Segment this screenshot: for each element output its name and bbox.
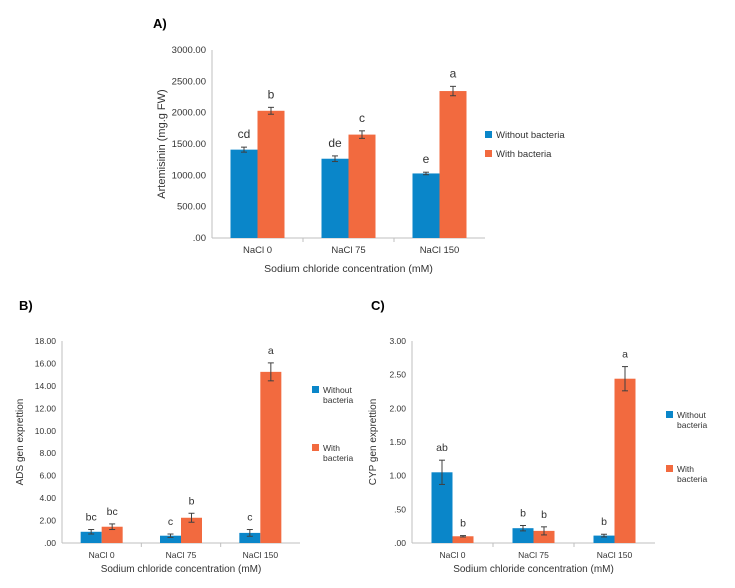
y-tick-label: 2.50	[389, 370, 406, 380]
significance-label: de	[328, 136, 342, 150]
significance-label: a	[450, 66, 457, 80]
significance-label: a	[622, 349, 628, 361]
significance-label: b	[460, 518, 466, 530]
x-axis-title: Sodium chloride concentration (mM)	[101, 564, 262, 575]
y-tick-label: 2000.00	[172, 108, 206, 119]
panel-label: B)	[19, 298, 33, 313]
x-tick-label: NaCl 150	[420, 245, 460, 256]
x-axis-title: Sodium chloride concentration (mM)	[264, 263, 433, 275]
y-tick-label: .00	[394, 538, 406, 548]
y-tick-label: 14.00	[35, 381, 57, 391]
y-tick-label: 10.00	[35, 426, 57, 436]
x-tick-label: NaCl 75	[518, 550, 549, 560]
legend-label: Without bacteria	[323, 385, 354, 405]
x-tick-label: NaCl 0	[440, 550, 466, 560]
x-tick-label: NaCl 0	[243, 245, 272, 256]
x-tick-label: NaCl 75	[166, 550, 197, 560]
bar	[260, 371, 282, 543]
y-tick-label: 3000.00	[172, 45, 206, 56]
y-tick-label: 2.00	[39, 516, 56, 526]
significance-label: a	[268, 345, 274, 357]
bar	[533, 530, 555, 543]
legend-label: Without bacteria	[677, 410, 708, 430]
y-tick-label: 3.00	[389, 336, 406, 346]
y-tick-label: 1000.00	[172, 170, 206, 181]
bar	[101, 526, 123, 543]
significance-label: bc	[107, 506, 118, 518]
panel-label: C)	[371, 298, 385, 313]
legend-swatch	[312, 386, 319, 393]
y-tick-label: 2.00	[389, 403, 406, 413]
significance-label: ab	[436, 442, 448, 454]
bar	[512, 528, 534, 543]
y-tick-label: 1500.00	[172, 139, 206, 150]
bar	[80, 531, 102, 543]
significance-label: b	[541, 509, 547, 521]
y-tick-label: 18.00	[35, 336, 57, 346]
y-tick-label: .00	[44, 538, 56, 548]
significance-label: c	[168, 516, 173, 528]
legend-swatch	[666, 411, 673, 418]
significance-label: b	[268, 87, 275, 101]
y-tick-label: 6.00	[39, 471, 56, 481]
bar	[593, 535, 615, 543]
bar	[348, 134, 376, 238]
y-tick-label: .00	[193, 233, 206, 244]
bar	[257, 110, 285, 238]
y-tick-label: 1.50	[389, 437, 406, 447]
bar	[239, 532, 261, 543]
significance-label: bc	[86, 512, 97, 524]
legend-label: With bacteria	[496, 149, 552, 160]
legend-label: Without bacteria	[496, 130, 565, 141]
x-tick-label: NaCl 0	[89, 550, 115, 560]
y-tick-label: 2500.00	[172, 76, 206, 87]
significance-label: b	[601, 516, 607, 528]
bar	[412, 173, 440, 238]
x-axis-title: Sodium chloride concentration (mM)	[453, 564, 614, 575]
significance-label: b	[520, 507, 526, 519]
chart-panel-0: A) .00 500.00 1000.00 1500.00 2000.00 2500.00 3…	[153, 16, 565, 275]
significance-label: c	[247, 512, 252, 524]
y-axis-title: ADS gen exprettion	[15, 399, 26, 486]
bar	[321, 158, 349, 238]
y-tick-label: 4.00	[39, 493, 56, 503]
y-tick-label: 16.00	[35, 358, 57, 368]
legend-label: With bacteria	[323, 443, 354, 463]
y-tick-label: 8.00	[39, 448, 56, 458]
panel-label: A)	[153, 16, 167, 31]
y-axis-title: Artemisinin (mg.g FW)	[156, 89, 168, 198]
significance-label: c	[359, 111, 365, 125]
legend-swatch	[485, 131, 492, 138]
chart-panel-1: B) .00 2.00 4.00 6.00 8.00 10.00 12.00 14.00 16.0…	[15, 298, 354, 575]
bar	[181, 517, 202, 543]
significance-label: e	[423, 152, 430, 166]
x-tick-label: NaCl 75	[331, 245, 365, 256]
x-tick-label: NaCl 150	[597, 550, 633, 560]
x-tick-label: NaCl 150	[243, 550, 279, 560]
significance-label: b	[189, 495, 195, 507]
legend-swatch	[666, 465, 673, 472]
bar	[230, 149, 258, 238]
legend-swatch	[485, 150, 492, 157]
bar	[614, 378, 636, 543]
legend-label: With bacteria	[677, 464, 708, 484]
bar	[160, 535, 181, 543]
bar	[431, 472, 453, 543]
y-axis-title: CYP gen exprettion	[368, 399, 379, 486]
significance-label: cd	[238, 127, 251, 141]
bar	[439, 91, 467, 239]
legend-swatch	[312, 444, 319, 451]
bar	[452, 536, 474, 543]
y-tick-label: 500.00	[177, 202, 206, 213]
y-tick-label: .50	[394, 504, 406, 514]
y-tick-label: 12.00	[35, 403, 57, 413]
y-tick-label: 1.00	[389, 471, 406, 481]
